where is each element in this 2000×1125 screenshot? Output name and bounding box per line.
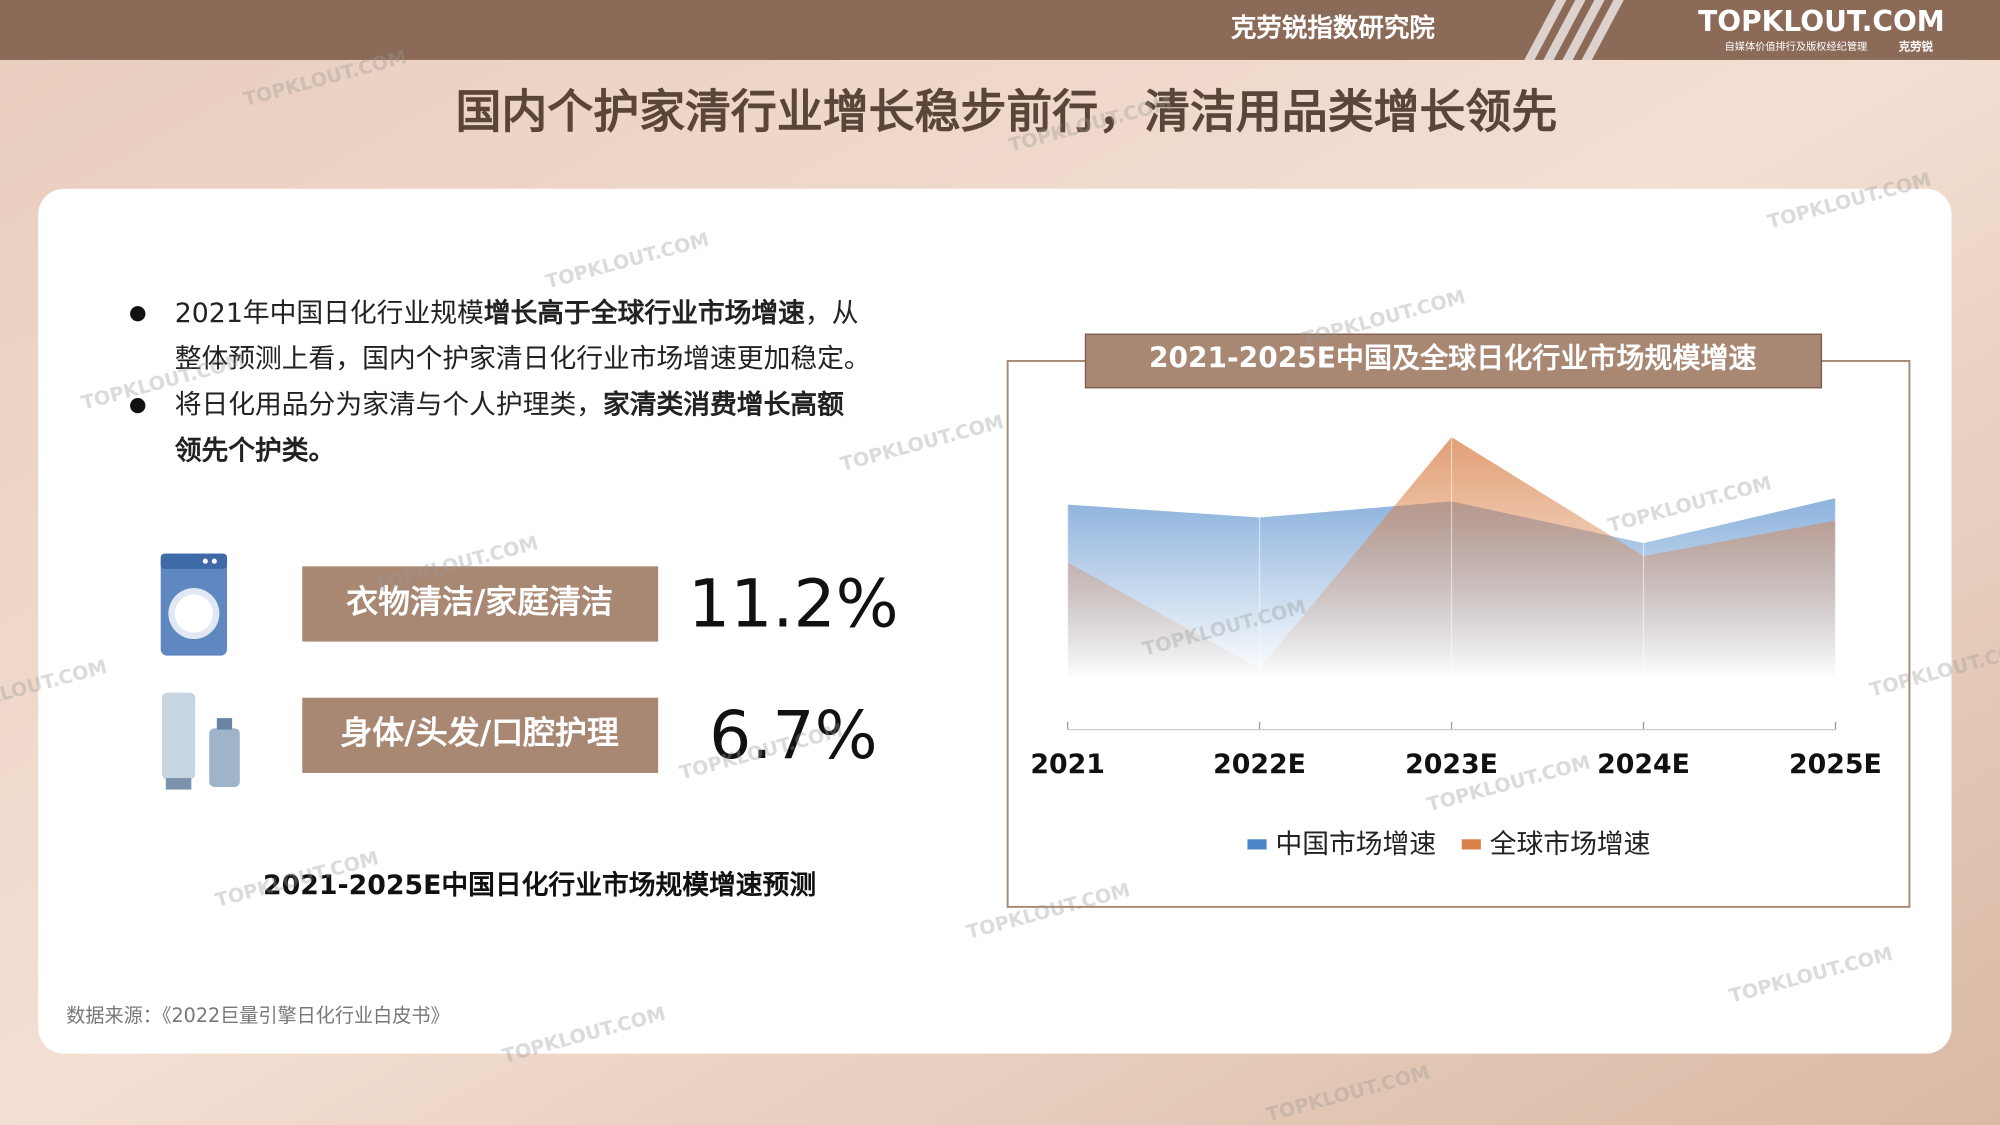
logo-name: 克劳锐 bbox=[1898, 40, 1934, 54]
bullet-text: 增长高于全球行业市场增速 bbox=[484, 296, 805, 328]
bullet-text: 将日化用品分为家清与个人护理类， bbox=[175, 389, 603, 420]
stat-label: 身体/头发/口腔护理 bbox=[340, 714, 618, 752]
x-tick-label: 2023E bbox=[1405, 749, 1498, 780]
logo-tagline: 自媒体价值排行及版权经纪管理 bbox=[1725, 40, 1868, 53]
x-tick-label: 2025E bbox=[1789, 749, 1882, 780]
x-tick-label: 2021 bbox=[1030, 749, 1105, 780]
x-tick-label: 2022E bbox=[1213, 749, 1306, 780]
chart-title-box bbox=[1084, 333, 1823, 389]
stat-label-box bbox=[302, 566, 659, 642]
legend-label: 中国市场增速 bbox=[1276, 829, 1437, 860]
chart-title: 2021-2025E中国及全球日化行业市场规模增速 bbox=[1149, 342, 1757, 375]
logo: TOPKLOUT.COM bbox=[1698, 5, 1945, 38]
bullet-line: 领先个护类。 bbox=[175, 435, 336, 466]
stat-label: 衣物清洁/家庭清洁 bbox=[346, 582, 613, 620]
bottles-icon bbox=[161, 692, 240, 790]
bullet-text: ，从 bbox=[805, 297, 859, 328]
slide-title: 国内个护家清行业增长稳步前行，清洁用品类增长领先 bbox=[455, 84, 1557, 138]
bullet-text: 整体预测上看，国内个护家清日化行业市场增速更加稳定。 bbox=[175, 343, 871, 374]
washing-machine-icon bbox=[160, 553, 228, 656]
bullet-text: 家清类消费增长高额 bbox=[603, 388, 844, 420]
bullet-dot bbox=[130, 306, 146, 322]
legend-swatch bbox=[1461, 839, 1481, 850]
brand: 克劳锐指数研究院 bbox=[1231, 13, 1436, 43]
legend-label: 全球市场增速 bbox=[1490, 829, 1651, 860]
bullet-line: 将日化用品分为家清与个人护理类，家清类消费增长高额 bbox=[175, 388, 844, 420]
x-tick-label: 2024E bbox=[1597, 749, 1690, 780]
bullet-dot bbox=[130, 397, 146, 414]
bullet-text: 2021年中国日化行业规模 bbox=[175, 297, 484, 328]
stat-value: 6.7% bbox=[709, 696, 877, 774]
bullet-text: 领先个护类。 bbox=[175, 435, 336, 466]
stats-caption: 2021-2025E中国日化行业市场规模增速预测 bbox=[263, 869, 816, 901]
stat-label-box bbox=[302, 697, 659, 773]
stripes bbox=[1524, 0, 1624, 60]
bullet-line: 整体预测上看，国内个护家清日化行业市场增速更加稳定。 bbox=[175, 343, 871, 374]
top-bar bbox=[0, 0, 2000, 60]
stats: 衣物清洁/家庭清洁 11.2% 身体/头发/口腔护理 6.7% bbox=[302, 564, 899, 774]
chart: 2021 2022E 2023E 2024E 2025E 中国市场增速 全球市场增速 bbox=[1030, 408, 1882, 860]
source: 数据来源：《2022巨量引擎日化行业白皮书》 bbox=[66, 1004, 449, 1027]
bullet-list: 2021年中国日化行业规模增长高于全球行业市场增速，从整体预测上看，国内个护家清… bbox=[130, 296, 871, 466]
legend-swatch bbox=[1247, 839, 1267, 850]
stat-value: 11.2% bbox=[688, 564, 899, 642]
bullet-line: 2021年中国日化行业规模增长高于全球行业市场增速，从 bbox=[175, 296, 859, 328]
content-card bbox=[38, 188, 1952, 1054]
